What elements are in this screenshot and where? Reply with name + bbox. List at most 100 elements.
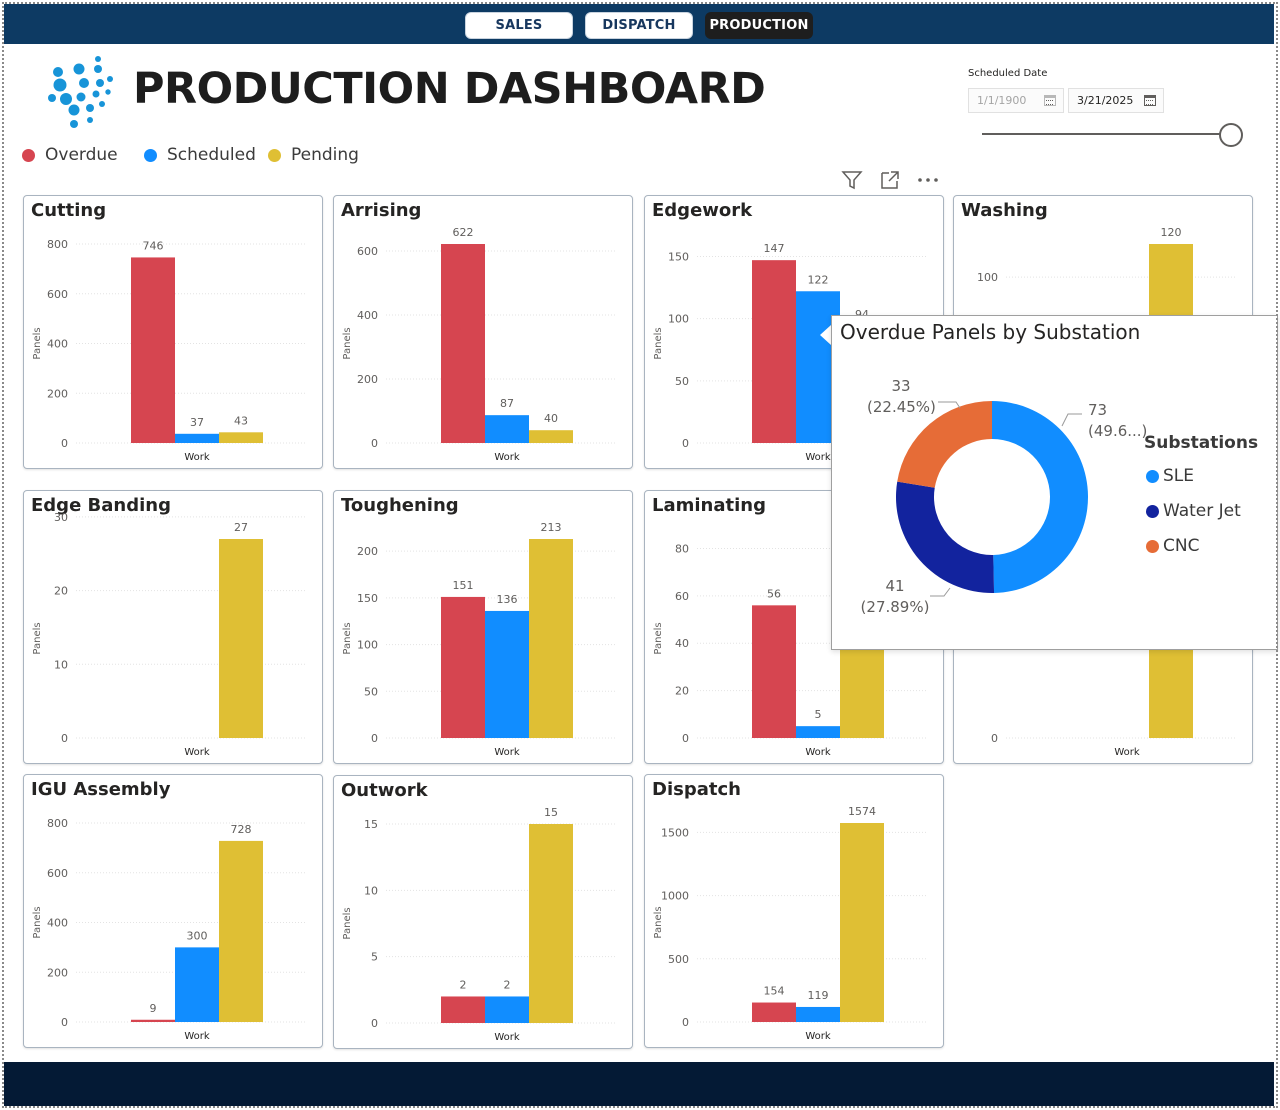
calendar-icon[interactable]: [1144, 95, 1156, 106]
bar-data-label: 119: [808, 989, 829, 1002]
scheduled-bar[interactable]: [175, 947, 219, 1022]
scheduled-bar[interactable]: [485, 996, 529, 1023]
y-tick-label: 0: [682, 437, 689, 450]
bar-data-label: 37: [190, 416, 204, 429]
x-tick-label: Work: [805, 747, 831, 758]
tab-sales[interactable]: SALES: [465, 12, 573, 39]
pending-bar[interactable]: [219, 432, 263, 443]
substations-legend-title: Substations: [1144, 433, 1259, 453]
x-tick-label: Work: [805, 1031, 831, 1042]
legend-item-cnc[interactable]: CNC: [1146, 536, 1199, 556]
chart-title: Laminating: [652, 495, 766, 516]
pending-bar[interactable]: [840, 647, 884, 738]
y-axis-label: Panels: [653, 906, 664, 938]
tab-production[interactable]: PRODUCTION: [705, 12, 813, 39]
start-date-input[interactable]: 1/1/1900: [968, 88, 1064, 113]
y-tick-label: 15: [364, 818, 378, 831]
sle-leader-line: [1061, 413, 1082, 427]
cutting-chart[interactable]: Cutting 0 200 400 600 800 Panels 746 37 43 Work: [23, 195, 323, 469]
legend-label: SLE: [1163, 466, 1195, 486]
y-tick-label: 50: [675, 375, 689, 388]
tab-dispatch[interactable]: DISPATCH: [585, 12, 693, 39]
x-tick-label: Work: [1114, 747, 1140, 758]
y-tick-label: 600: [357, 245, 378, 258]
legend-item-water-jet[interactable]: Water Jet: [1146, 501, 1241, 521]
arrising-chart[interactable]: Arrising 0 200 400 600 Panels 622 87 40 Work: [333, 195, 633, 469]
y-tick-label: 0: [61, 437, 68, 450]
slice-value: 33: [891, 377, 911, 395]
filter-icon[interactable]: [840, 168, 864, 192]
scheduled-bar[interactable]: [796, 1006, 840, 1022]
slice-value: 73: [1088, 401, 1108, 419]
footer-bar: [4, 1062, 1274, 1106]
y-tick-label: 150: [668, 250, 689, 263]
scheduled-bar[interactable]: [485, 610, 529, 738]
focus-mode-icon[interactable]: [878, 168, 902, 192]
igu-assembly-chart[interactable]: IGU Assembly 0 200 400 600 800 Panels 9 300 728 Wo…: [23, 774, 323, 1048]
pending-bar[interactable]: [219, 539, 263, 738]
cnc-slice[interactable]: [897, 401, 992, 488]
bar-data-label: 2: [504, 978, 511, 991]
bar-chart-plot: 0 200 400 600 Panels 622 87 40 Work: [342, 226, 616, 463]
overdue-bar[interactable]: [441, 596, 485, 738]
top-navigation-bar: SALES DISPATCH PRODUCTION: [4, 4, 1274, 44]
more-options-icon[interactable]: [916, 168, 940, 192]
slider-handle[interactable]: [1219, 123, 1243, 147]
y-axis-label: Panels: [342, 907, 353, 939]
date-range-slider[interactable]: [982, 133, 1222, 135]
scheduled-bar[interactable]: [796, 726, 840, 738]
overdue-bar[interactable]: [752, 260, 796, 443]
cnc-leader-line: [938, 401, 961, 409]
scheduled-bar[interactable]: [485, 415, 529, 443]
end-date-input[interactable]: 3/21/2025: [1068, 88, 1164, 113]
y-axis-label: Panels: [32, 327, 43, 359]
y-axis-label: Panels: [342, 327, 353, 359]
y-axis-label: Panels: [653, 327, 664, 359]
overdue-bar[interactable]: [752, 605, 796, 738]
toughening-chart[interactable]: Toughening 0 50 100 150 200 Panels 151 136 213 Wor…: [333, 490, 633, 764]
outwork-chart[interactable]: Outwork 0 5 10 15 Panels 2 2 15 Work: [333, 775, 633, 1049]
chart-title: Edgework: [652, 200, 753, 221]
x-tick-label: Work: [494, 747, 520, 758]
edge-banding-chart[interactable]: Edge Banding 0 10 20 30 Panels 27 Work: [23, 490, 323, 764]
bar-data-label: 154: [764, 985, 785, 998]
y-tick-label: 200: [357, 545, 378, 558]
legend-item-sle[interactable]: SLE: [1146, 466, 1194, 486]
y-tick-label: 0: [371, 437, 378, 450]
calendar-icon[interactable]: [1044, 95, 1056, 106]
legend-item-scheduled[interactable]: Scheduled: [144, 145, 256, 165]
dispatch-chart[interactable]: Dispatch 0 500 1000 1500 Panels 154 119 1574 Work: [644, 774, 944, 1048]
y-tick-label: 0: [682, 1016, 689, 1029]
overdue-bar[interactable]: [441, 244, 485, 443]
x-tick-label: Work: [184, 1031, 210, 1042]
pending-bar[interactable]: [219, 840, 263, 1022]
overdue-bar[interactable]: [131, 1019, 175, 1022]
sle-slice[interactable]: [992, 401, 1089, 593]
water-jet-slice[interactable]: [896, 481, 995, 593]
legend-item-overdue[interactable]: Overdue: [22, 145, 118, 165]
overdue-bar[interactable]: [752, 1002, 796, 1022]
overdue-bar[interactable]: [441, 996, 485, 1023]
legend-item-pending[interactable]: Pending: [268, 145, 359, 165]
pending-bar[interactable]: [529, 824, 573, 1023]
bar-chart-plot: 020406080Panels56538Work: [653, 542, 927, 758]
water-jet-leader-line: [930, 587, 951, 597]
pending-bar[interactable]: [529, 539, 573, 738]
bar-data-label: 213: [541, 521, 562, 534]
x-tick-label: Work: [805, 452, 831, 463]
sle-dot-icon: [1146, 469, 1159, 483]
y-tick-label: 800: [47, 238, 68, 251]
visual-header-toolbar: [840, 168, 944, 192]
y-axis-label: Panels: [32, 622, 43, 654]
y-tick-label: 50: [364, 685, 378, 698]
overdue-bar[interactable]: [131, 257, 175, 443]
y-tick-label: 40: [675, 637, 689, 650]
cnc-slice-label: 33 (22.45%): [867, 376, 936, 418]
pending-bar[interactable]: [840, 823, 884, 1022]
scheduled-bar[interactable]: [175, 433, 219, 443]
pending-bar[interactable]: [529, 430, 573, 443]
legend-label: CNC: [1163, 536, 1200, 556]
y-tick-label: 1000: [661, 890, 689, 903]
pending-dot-icon: [268, 148, 281, 162]
y-tick-label: 200: [47, 966, 68, 979]
